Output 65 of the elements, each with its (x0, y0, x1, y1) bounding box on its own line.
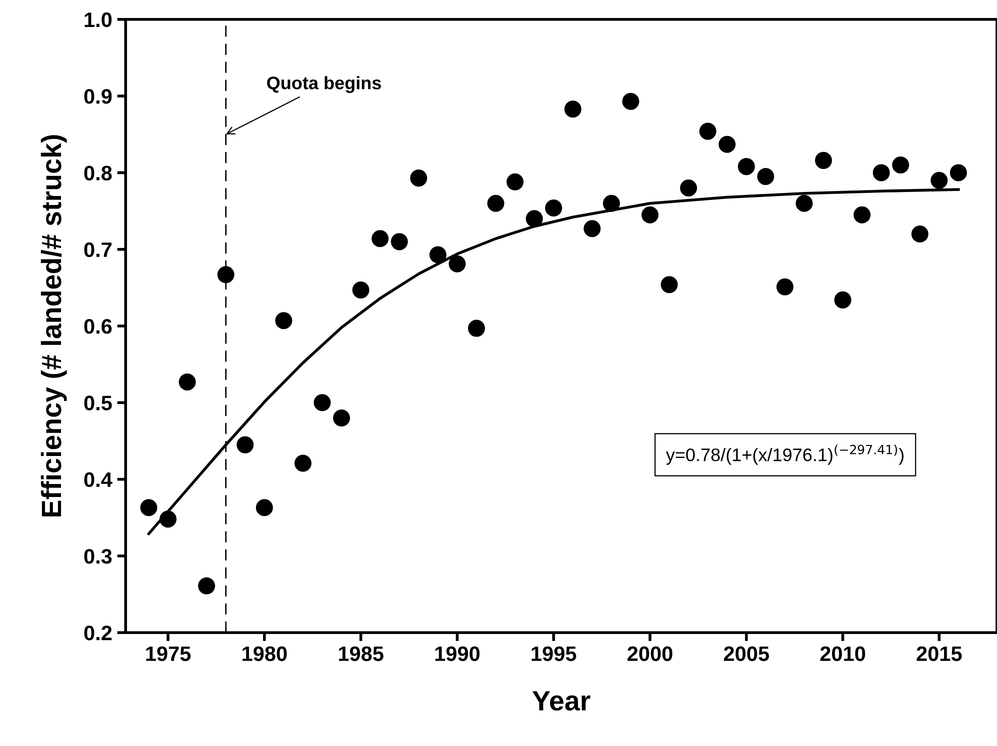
point (526, 210, 543, 228)
point (352, 281, 370, 298)
point (564, 100, 582, 118)
point (930, 172, 948, 189)
point (641, 206, 658, 224)
point (872, 164, 890, 182)
annotation: Quota begins (267, 76, 381, 94)
point (834, 291, 852, 308)
x-tick-label: 2005 (724, 646, 769, 662)
point (448, 255, 466, 272)
y-tick-label: 0.3 (84, 548, 112, 564)
point (776, 278, 794, 296)
point (314, 394, 331, 412)
point (487, 194, 504, 212)
point (160, 510, 177, 528)
y-axis-title: Efficiency (# landed/# struck) (40, 135, 67, 516)
x-tick-label: 1995 (532, 646, 576, 662)
point (217, 266, 234, 284)
point (718, 136, 736, 153)
y-tick-label: 0.2 (84, 626, 112, 640)
y-tick-label: 1.0 (84, 12, 112, 28)
x-tick-label: 2000 (628, 646, 672, 662)
point (429, 246, 446, 264)
point (468, 320, 485, 337)
point (622, 92, 640, 110)
y-tick-label: 0.6 (84, 319, 112, 334)
point (757, 168, 774, 186)
y-tick-label: 0.5 (84, 396, 112, 410)
point (236, 436, 254, 454)
point (372, 230, 389, 248)
x-tick-label: 1975 (146, 646, 191, 662)
point (390, 233, 408, 250)
y-tick-label: 0.9 (84, 89, 112, 104)
point (796, 194, 813, 212)
point (333, 409, 350, 426)
y-tick-label: 0.4 (84, 472, 112, 488)
point (680, 180, 698, 197)
x-tick-label: 1985 (338, 646, 384, 662)
x-tick-label: 1990 (435, 646, 480, 662)
point (198, 577, 216, 594)
point (275, 312, 292, 330)
point (950, 164, 967, 182)
point (911, 226, 928, 243)
point (602, 194, 620, 212)
point (854, 206, 871, 224)
y-tick-label: 0.7 (84, 242, 112, 258)
point (584, 220, 601, 238)
x-tick-label: 2010 (820, 646, 866, 662)
y-tick-label: 0.8 (84, 166, 112, 180)
x-tick-label: 1980 (242, 646, 287, 662)
point (892, 156, 910, 174)
annotation: y=0.78/(1+(x/1976.1)$^{(−297.41)}$) (666, 444, 904, 465)
point (814, 152, 832, 169)
point (738, 158, 755, 176)
point (294, 454, 312, 472)
point (140, 499, 158, 516)
x-tick-label: 2015 (916, 646, 962, 662)
point (660, 276, 678, 294)
point (410, 170, 428, 187)
point (256, 499, 273, 516)
point (545, 199, 562, 216)
point (699, 122, 716, 140)
point (178, 373, 196, 390)
x-axis-title: Year (532, 691, 590, 711)
point (506, 173, 524, 190)
